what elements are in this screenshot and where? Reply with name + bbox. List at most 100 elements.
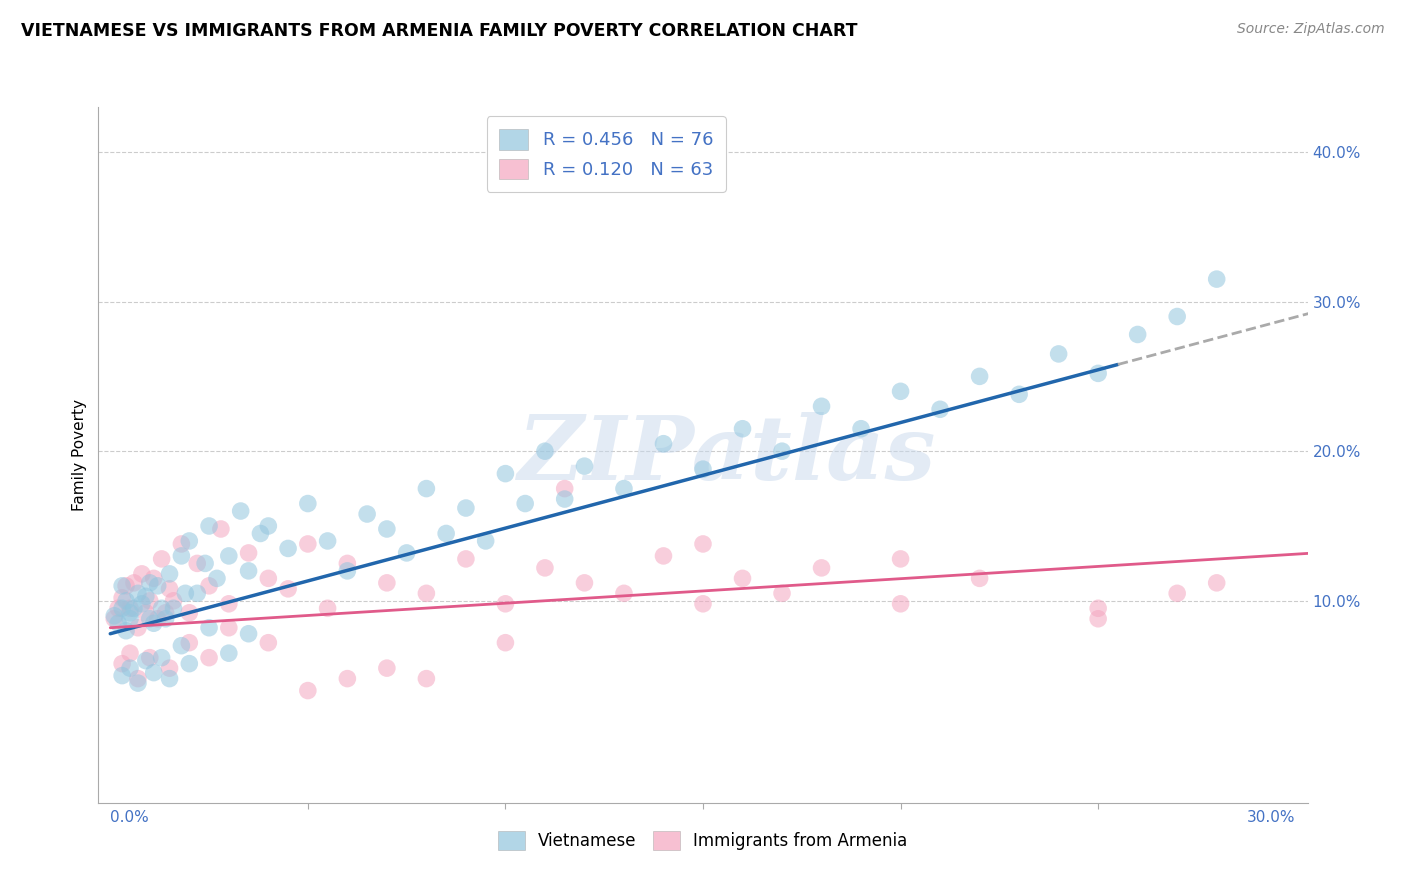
Point: [1126, 327, 1149, 342]
Point: [142, 571, 165, 585]
Point: [127, 586, 149, 600]
Point: [890, 597, 912, 611]
Point: [150, 650, 173, 665]
Point: [118, 601, 141, 615]
Point: [186, 586, 208, 600]
Point: [336, 672, 359, 686]
Point: [890, 384, 912, 399]
Point: [277, 541, 299, 556]
Point: [174, 586, 197, 600]
Point: [135, 654, 157, 668]
Point: [238, 626, 260, 640]
Point: [613, 482, 636, 496]
Point: [297, 537, 319, 551]
Point: [692, 537, 714, 551]
Point: [159, 566, 181, 581]
Point: [194, 557, 217, 571]
Point: [454, 552, 477, 566]
Point: [969, 571, 991, 585]
Point: [179, 606, 201, 620]
Point: [198, 621, 221, 635]
Point: [1087, 367, 1109, 381]
Text: ZIPatlas: ZIPatlas: [519, 412, 936, 498]
Point: [139, 575, 162, 590]
Point: [179, 533, 201, 548]
Point: [554, 491, 576, 506]
Point: [155, 606, 177, 620]
Point: [515, 497, 537, 511]
Point: [135, 590, 157, 604]
Point: [257, 571, 280, 585]
Point: [150, 601, 173, 615]
Point: [139, 594, 162, 608]
Point: [415, 672, 437, 686]
Point: [297, 497, 319, 511]
Point: [810, 399, 832, 413]
Point: [170, 537, 193, 551]
Point: [238, 564, 260, 578]
Point: [139, 612, 162, 626]
Point: [103, 612, 125, 626]
Point: [474, 533, 496, 548]
Point: [336, 564, 359, 578]
Point: [692, 462, 714, 476]
Point: [142, 665, 165, 680]
Point: [122, 575, 145, 590]
Point: [277, 582, 299, 596]
Point: [929, 402, 952, 417]
Point: [155, 612, 177, 626]
Point: [115, 579, 138, 593]
Point: [1087, 612, 1109, 626]
Point: [770, 586, 793, 600]
Point: [257, 636, 280, 650]
Point: [494, 597, 516, 611]
Point: [249, 526, 271, 541]
Text: Source: ZipAtlas.com: Source: ZipAtlas.com: [1237, 22, 1385, 37]
Point: [218, 621, 240, 635]
Y-axis label: Family Poverty: Family Poverty: [72, 399, 87, 511]
Point: [613, 586, 636, 600]
Point: [170, 549, 193, 563]
Point: [150, 552, 173, 566]
Point: [415, 586, 437, 600]
Point: [118, 661, 141, 675]
Point: [849, 422, 872, 436]
Point: [731, 422, 754, 436]
Point: [118, 646, 141, 660]
Point: [146, 579, 169, 593]
Point: [574, 459, 596, 474]
Point: [162, 601, 184, 615]
Point: [107, 616, 129, 631]
Point: [257, 519, 280, 533]
Point: [127, 621, 149, 635]
Point: [122, 601, 145, 615]
Point: [103, 608, 125, 623]
Point: [127, 676, 149, 690]
Point: [1166, 586, 1188, 600]
Point: [574, 575, 596, 590]
Point: [179, 636, 201, 650]
Point: [692, 597, 714, 611]
Point: [395, 546, 418, 560]
Point: [434, 526, 457, 541]
Point: [1087, 601, 1109, 615]
Point: [127, 672, 149, 686]
Point: [205, 571, 228, 585]
Point: [890, 552, 912, 566]
Point: [1205, 575, 1227, 590]
Point: [454, 501, 477, 516]
Point: [118, 606, 141, 620]
Point: [111, 591, 134, 605]
Point: [770, 444, 793, 458]
Point: [731, 571, 754, 585]
Point: [1166, 310, 1188, 324]
Point: [111, 601, 134, 615]
Point: [142, 616, 165, 631]
Point: [534, 561, 557, 575]
Point: [316, 601, 339, 615]
Point: [111, 657, 134, 671]
Point: [356, 507, 378, 521]
Point: [316, 533, 339, 548]
Point: [118, 612, 141, 626]
Point: [238, 546, 260, 560]
